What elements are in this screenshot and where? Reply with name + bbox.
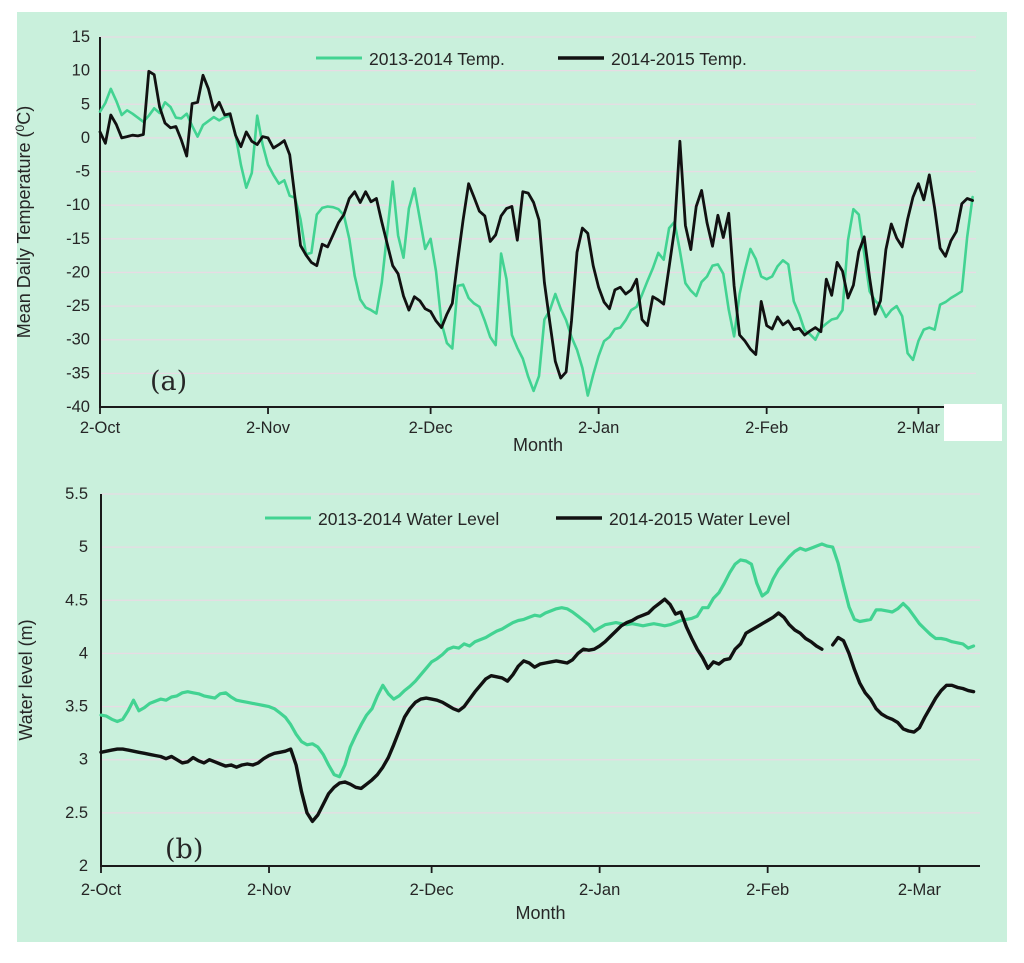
- x-tick-label-2-nov: 2-Nov: [247, 881, 292, 899]
- legend-label-2013-2014-water-level: 2013-2014 Water Level: [318, 509, 499, 529]
- chart-panel-a: 15 10 5 0 -5 -10 -15 -20 -25 -30 -35 -40 2-Oct 2-Nov 2…: [13, 28, 1002, 455]
- panel-label-b: (b): [165, 834, 203, 865]
- x-tick-label-2-mar: 2-Mar: [897, 419, 941, 437]
- x-tick-label-2-oct: 2-Oct: [81, 881, 122, 899]
- y-tick-label-4.5: 4.5: [65, 591, 88, 609]
- series-line-2014-2015-water-level: [99, 597, 976, 824]
- legend-label-2013-2014-temp: 2013-2014 Temp.: [369, 49, 505, 69]
- x-tick-label-2-feb: 2-Feb: [745, 419, 788, 437]
- y-tick-label-10: 10: [72, 62, 90, 80]
- panel-label-a: (a): [150, 366, 187, 397]
- chart-panel-b: 5.5 5 4.5 4 3.5 3 2.5 2 2-Oct 2-Nov 2-Dec 2-Jan 2-Fe…: [16, 485, 980, 923]
- y-axis-title: Water level (m): [16, 619, 36, 740]
- y-tick-label--15: -15: [66, 230, 90, 248]
- x-axis-title: Month: [513, 435, 563, 455]
- y-tick-label-15: 15: [72, 28, 90, 46]
- x-tick-label-2-jan: 2-Jan: [579, 881, 620, 899]
- y-tick-label-3: 3: [79, 751, 88, 769]
- figure-panel-background: [17, 12, 1007, 942]
- series-line-2014-2015-temp: [98, 69, 974, 380]
- y-axis-title: Mean Daily Temperature (0C): [13, 106, 34, 338]
- y-tick-label--35: -35: [66, 364, 90, 382]
- y-tick-label--20: -20: [66, 263, 90, 281]
- y-tick-label--30: -30: [66, 331, 90, 349]
- x-axis-title: Month: [515, 903, 565, 923]
- y-tick-label-4: 4: [79, 644, 88, 662]
- x-tick-label-2-mar: 2-Mar: [898, 881, 942, 899]
- y-tick-label--25: -25: [66, 297, 90, 315]
- y-tick-label-2.5: 2.5: [65, 804, 88, 822]
- x-tick-label-2-nov: 2-Nov: [246, 419, 291, 437]
- y-tick-label-0: 0: [81, 129, 90, 147]
- x-tick-label-2-dec: 2-Dec: [410, 881, 454, 899]
- x-tick-label-2-dec: 2-Dec: [409, 419, 453, 437]
- white-patch-artifact: [944, 404, 1002, 441]
- y-tick-label-5: 5: [79, 538, 88, 556]
- legend-label-2014-2015-water-level: 2014-2015 Water Level: [609, 509, 790, 529]
- y-tick-label--40: -40: [66, 398, 90, 416]
- legend-label-2014-2015-temp: 2014-2015 Temp.: [611, 49, 747, 69]
- y-tick-label-2: 2: [79, 857, 88, 875]
- x-tick-label-2-oct: 2-Oct: [80, 419, 121, 437]
- x-tick-label-2-feb: 2-Feb: [746, 881, 789, 899]
- y-tick-label--5: -5: [75, 163, 90, 181]
- y-tick-label-3.5: 3.5: [65, 698, 88, 716]
- y-tick-label-5: 5: [81, 95, 90, 113]
- x-tick-label-2-jan: 2-Jan: [578, 419, 619, 437]
- y-tick-label--10: -10: [66, 196, 90, 214]
- series-line-2013-2014-temp: [98, 87, 974, 397]
- y-tick-label-5.5: 5.5: [65, 485, 88, 503]
- series-line-2013-2014-water-level: [99, 542, 976, 779]
